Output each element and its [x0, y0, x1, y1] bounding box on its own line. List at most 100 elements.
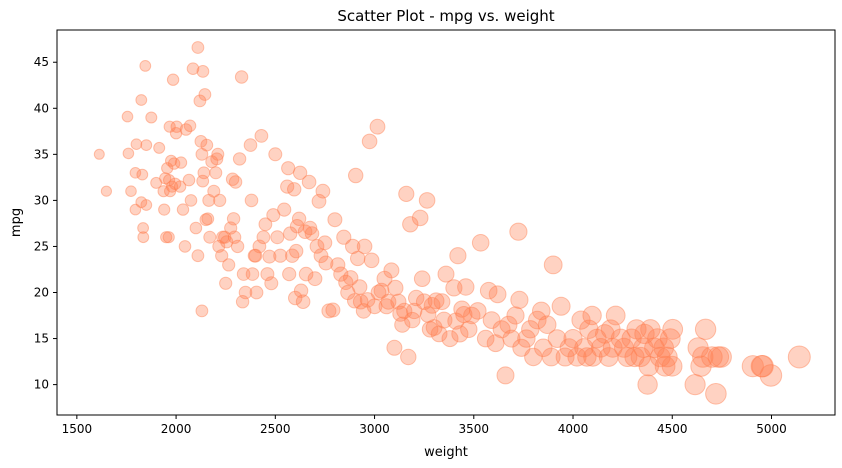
- scatter-point: [396, 302, 413, 319]
- scatter-point: [292, 165, 308, 181]
- scatter-point: [244, 193, 259, 208]
- scatter-point: [243, 138, 258, 152]
- scatter-point: [129, 167, 142, 179]
- scatter-point: [574, 338, 594, 358]
- scatter-point: [376, 270, 393, 287]
- y-tick-label: 20: [34, 286, 49, 300]
- x-tick-label: 1500: [62, 422, 93, 436]
- scatter-point: [196, 65, 210, 78]
- scatter-point: [654, 355, 676, 377]
- scatter-point: [350, 250, 366, 267]
- scatter-point: [707, 346, 730, 368]
- scatter-point: [408, 289, 425, 307]
- scatter-point: [433, 293, 451, 311]
- scatter-point: [421, 321, 439, 338]
- scatter-point: [327, 212, 343, 228]
- y-tick-label: 10: [34, 378, 49, 392]
- scatter-point: [583, 347, 603, 367]
- y-axis-title: mpg: [9, 208, 24, 237]
- plot-frame: [56, 29, 836, 416]
- scatter-point: [595, 324, 615, 344]
- scatter-point: [690, 355, 712, 377]
- scatter-point: [167, 157, 181, 170]
- x-tick-label: 4000: [558, 422, 589, 436]
- scatter-point: [352, 279, 368, 295]
- scatter-point: [415, 293, 433, 311]
- scatter-point: [184, 194, 198, 207]
- scatter-point: [201, 212, 215, 226]
- x-tick-label: 3500: [459, 422, 490, 436]
- scatter-point: [496, 366, 515, 385]
- scatter-point: [145, 111, 158, 124]
- scatter-point: [347, 293, 363, 309]
- scatter-point: [610, 328, 631, 349]
- scatter-point: [160, 231, 173, 244]
- scatter-point: [587, 328, 607, 349]
- scatter-point: [394, 316, 411, 333]
- scatter-point: [447, 312, 465, 330]
- scatter-point: [330, 257, 346, 273]
- scatter-point: [449, 247, 467, 265]
- x-tick-label: 4500: [657, 422, 688, 436]
- scatter-point: [232, 152, 247, 166]
- scatter-point: [506, 306, 525, 325]
- scatter-point: [369, 118, 386, 135]
- scatter-point: [260, 267, 275, 282]
- scatter-point: [238, 285, 253, 300]
- scatter-point: [633, 337, 654, 358]
- scatter-point: [380, 293, 397, 310]
- scatter-point: [215, 249, 229, 263]
- x-tick-label: 2500: [260, 422, 291, 436]
- scatter-point: [164, 185, 177, 198]
- scatter-point: [135, 94, 148, 106]
- scatter-point: [321, 303, 337, 319]
- scatter-point: [282, 267, 297, 282]
- scatter-point: [423, 297, 441, 314]
- scatter-point: [457, 278, 475, 296]
- scatter-point: [258, 217, 273, 232]
- scatter-point: [451, 325, 469, 343]
- scatter-point: [93, 148, 105, 160]
- scatter-point: [705, 383, 727, 405]
- scatter-point: [559, 338, 579, 358]
- scatter-point: [453, 300, 471, 318]
- scatter-point: [159, 172, 172, 185]
- scatter-point: [488, 285, 507, 304]
- scatter-point: [656, 346, 678, 368]
- scatter-point: [225, 172, 240, 186]
- points-layer: [93, 41, 811, 405]
- x-axis-title: weight: [424, 445, 468, 460]
- scatter-point: [598, 347, 619, 367]
- y-tick-label: 40: [34, 101, 49, 115]
- scatter-point: [383, 262, 400, 279]
- scatter-point: [222, 258, 236, 272]
- scatter-point: [205, 155, 219, 169]
- scatter-point: [211, 147, 225, 161]
- scatter-point: [482, 311, 501, 330]
- scatter-point: [634, 323, 655, 345]
- scatter-point: [176, 203, 190, 216]
- scatter-point: [469, 302, 487, 320]
- scatter-point: [579, 319, 599, 339]
- scatter-point: [198, 88, 212, 101]
- scatter-point: [315, 183, 331, 199]
- scatter-point: [567, 347, 587, 367]
- scatter-point: [644, 337, 665, 359]
- scatter-point: [430, 325, 448, 343]
- scatter-point: [591, 338, 611, 358]
- scatter-point: [694, 318, 717, 340]
- scatter-point: [130, 138, 143, 150]
- scatter-point: [281, 161, 296, 176]
- scatter-point: [202, 193, 216, 207]
- scatter-point: [309, 239, 325, 254]
- scatter-point: [247, 248, 262, 263]
- scatter-point: [193, 94, 207, 108]
- scatter-point: [510, 290, 529, 309]
- scatter-point: [224, 221, 238, 235]
- scatter-point: [751, 355, 774, 378]
- scatter-point: [387, 279, 404, 296]
- scatter-point: [297, 224, 313, 239]
- scatter-point: [605, 305, 626, 326]
- scatter-point: [220, 235, 234, 249]
- scatter-point: [161, 162, 174, 175]
